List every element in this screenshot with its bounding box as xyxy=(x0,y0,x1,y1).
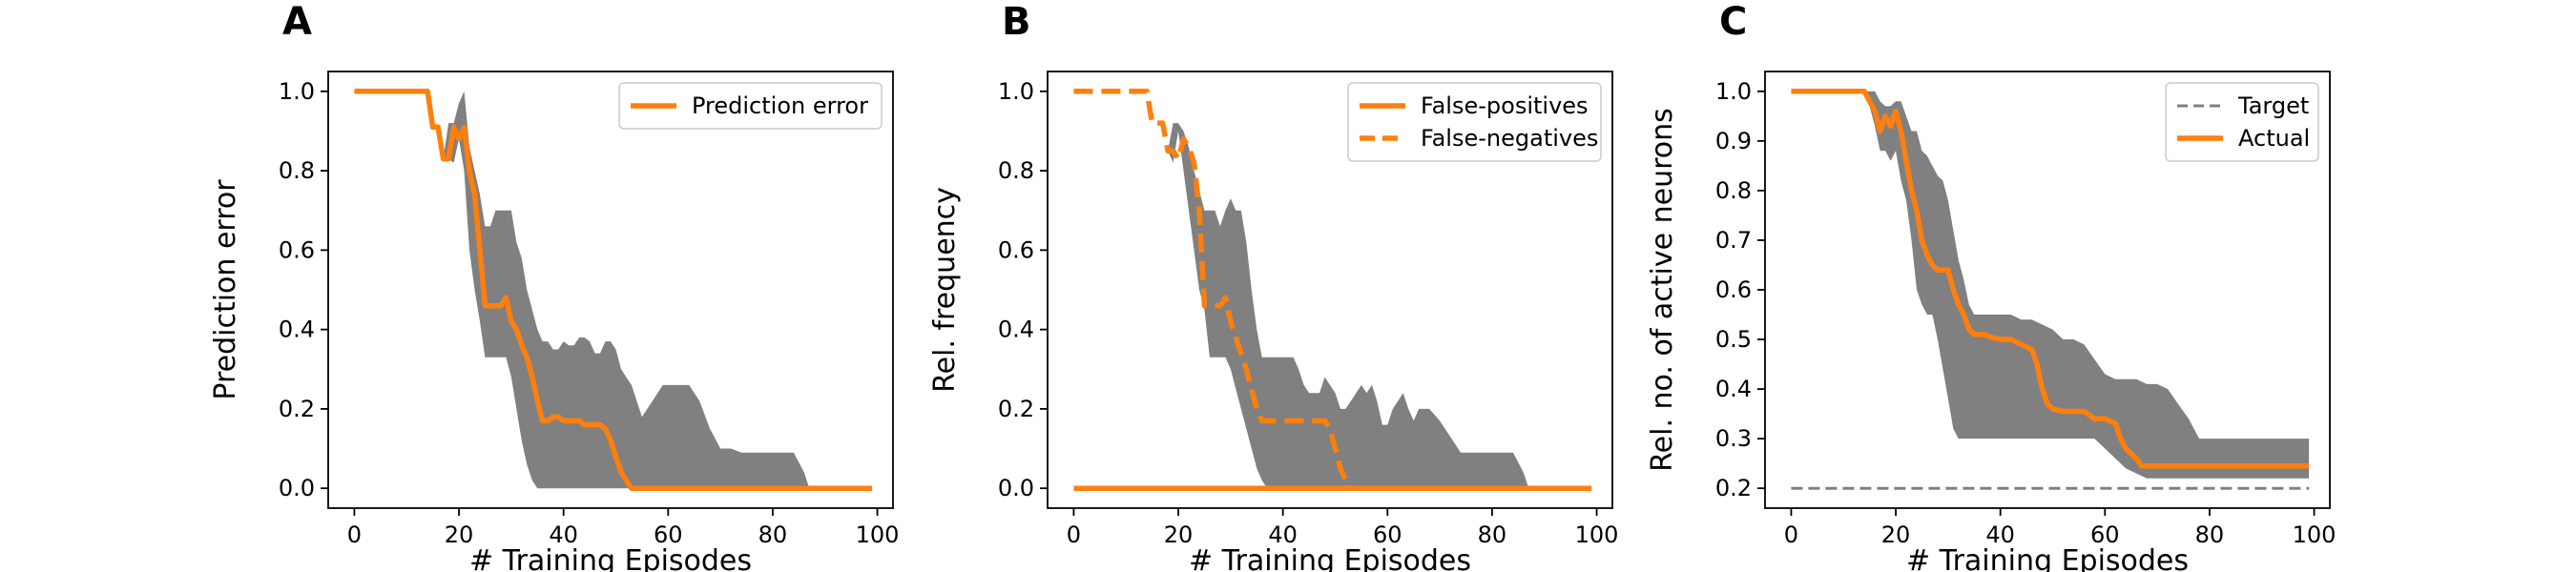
y-tick-label: 0.8 xyxy=(1715,177,1752,204)
x-tick-label: 80 xyxy=(758,521,788,548)
y-axis-label: Rel. no. of active neurons xyxy=(1646,108,1679,472)
y-tick-label: 1.0 xyxy=(279,78,315,105)
x-tick-label: 100 xyxy=(856,521,900,548)
panel-b: B 0 20 40 60 80 100 0.0 0.2 0.4 0.6 0.8 1.0 # Trainin… xyxy=(928,0,1618,572)
x-tick-label: 40 xyxy=(1268,521,1298,548)
x-axis-label: # Training Episodes xyxy=(1906,544,2189,572)
y-tick-label: 0.6 xyxy=(998,236,1034,263)
x-axis-label: # Training Episodes xyxy=(1189,544,1471,572)
x-tick-label: 20 xyxy=(1164,521,1194,548)
x-tick-label: 40 xyxy=(1985,521,2015,548)
x-tick-label: 0 xyxy=(1067,521,1081,548)
legend-box xyxy=(2165,82,2319,162)
x-tick-label: 60 xyxy=(654,521,683,548)
legend-box xyxy=(618,82,883,130)
series-line-prediction-error xyxy=(354,89,873,491)
x-tick-label: 40 xyxy=(549,521,578,548)
y-tick-label: 1.0 xyxy=(1715,78,1752,105)
x-tick-label: 60 xyxy=(1373,521,1402,548)
y-tick-label: 0.2 xyxy=(279,396,315,422)
x-tick-label: 60 xyxy=(2090,521,2120,548)
y-tick-label: 0.6 xyxy=(1715,276,1752,303)
variability-band xyxy=(1168,123,1592,489)
legend: Prediction error xyxy=(618,82,883,130)
y-tick-label: 0.5 xyxy=(1715,326,1752,353)
y-tick-label: 1.0 xyxy=(998,78,1034,105)
x-tick-label: 80 xyxy=(2195,521,2225,548)
x-tick-label: 20 xyxy=(1881,521,1911,548)
legend-label: False-negatives xyxy=(1421,125,1598,152)
y-tick-label: 0.2 xyxy=(998,396,1034,422)
legend-label: False-positives xyxy=(1421,92,1589,119)
axes-frame xyxy=(1047,71,1613,509)
y-axis-label: Rel. frequency xyxy=(928,187,962,393)
x-tick-label: 80 xyxy=(1478,521,1507,548)
y-tick-label: 0.3 xyxy=(1715,425,1752,452)
y-tick-label: 0.9 xyxy=(1715,128,1752,154)
legend-label: Actual xyxy=(2238,125,2310,152)
panel-letter: A xyxy=(282,0,312,44)
axes-frame xyxy=(327,71,894,509)
legend-box xyxy=(1347,82,1602,162)
y-tick-label: 0.4 xyxy=(998,317,1034,343)
y-tick-label: 0.7 xyxy=(1715,227,1752,254)
panel-letter: B xyxy=(1002,0,1031,44)
variability-band xyxy=(1791,91,2310,479)
panel-c: C 0 20 40 60 80 100 0.2 0.3 0.4 0.5 0.6 0.7 0.8 0.9 1.0… xyxy=(1646,0,2336,572)
legend-label: Prediction error xyxy=(692,92,868,119)
series-line-false-negatives xyxy=(1073,89,1354,490)
x-tick-label: 100 xyxy=(2293,521,2337,548)
legend: Target Actual xyxy=(2165,82,2319,162)
variability-band xyxy=(354,91,873,489)
y-tick-label: 0.0 xyxy=(279,475,315,501)
legend-label: Target xyxy=(2237,92,2309,119)
x-tick-label: 0 xyxy=(347,521,362,548)
y-axis-label: Prediction error xyxy=(209,179,242,400)
y-tick-label: 0.2 xyxy=(1715,475,1752,501)
y-tick-label: 0.0 xyxy=(998,475,1034,501)
y-tick-label: 0.4 xyxy=(1715,376,1752,402)
y-tick-label: 0.8 xyxy=(998,157,1034,184)
x-tick-label: 100 xyxy=(1575,521,1619,548)
panel-letter: C xyxy=(1719,0,1747,44)
x-tick-label: 20 xyxy=(445,521,474,548)
series-line-actual xyxy=(1791,89,2310,469)
panel-a: A 0 20 40 60 80 100 0.0 0.2 0.4 0.6 0.8 1.0 # Trainin… xyxy=(209,0,899,572)
y-tick-label: 0.4 xyxy=(279,317,315,343)
y-tick-label: 0.8 xyxy=(279,157,315,184)
x-axis-label: # Training Episodes xyxy=(469,544,752,572)
y-tick-label: 0.6 xyxy=(279,236,315,263)
legend: False-positives False-negatives xyxy=(1347,82,1602,162)
x-tick-label: 0 xyxy=(1784,521,1798,548)
